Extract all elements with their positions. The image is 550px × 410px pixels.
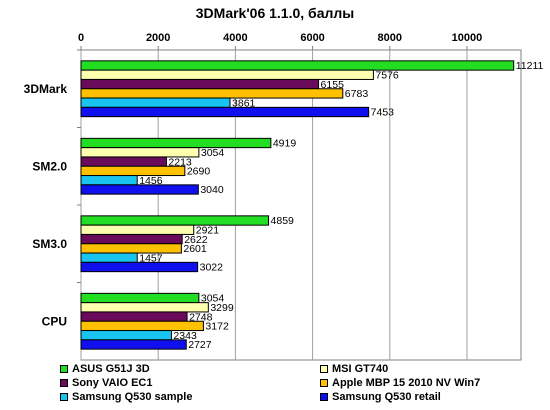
legend-swatch	[320, 379, 328, 387]
data-label: 4919	[273, 138, 297, 150]
legend-label: ASUS G51J 3D	[72, 363, 150, 375]
legend-label: Apple MBP 15 2010 NV Win7	[332, 377, 481, 389]
data-label: 2748	[189, 311, 213, 323]
data-label: 2601	[183, 243, 207, 255]
legend-label: Samsung Q530 retail	[332, 391, 441, 403]
data-label: 2343	[173, 330, 197, 342]
x-tick-label: 10000	[452, 32, 483, 44]
bar	[80, 233, 183, 245]
legend-item: MSI GT740	[320, 363, 388, 375]
bar	[80, 243, 182, 254]
legend-item: Sony VAIO EC1	[60, 377, 152, 389]
category-label: 3DMark	[24, 82, 68, 96]
data-label: 3172	[205, 321, 229, 333]
bar	[80, 165, 186, 177]
legend-swatch	[60, 379, 68, 387]
data-label: 6783	[345, 88, 369, 100]
data-label: 3040	[200, 184, 224, 196]
bar	[80, 261, 199, 273]
data-label: 3022	[200, 262, 224, 274]
legend-label: Samsung Q530 sample	[72, 391, 193, 403]
bar	[80, 311, 188, 322]
data-label: 3054	[201, 293, 225, 305]
bar	[80, 252, 138, 263]
bar	[80, 137, 272, 149]
bar	[80, 97, 231, 108]
data-label: 7453	[371, 107, 395, 119]
legend-swatch	[60, 393, 68, 401]
bar	[80, 88, 344, 99]
x-tick-label: 6000	[300, 32, 324, 44]
legend-item: Samsung Q530 retail	[320, 391, 441, 403]
x-tick-label: 0	[78, 32, 84, 44]
data-label: 1456	[139, 175, 163, 187]
data-label: 6155	[321, 79, 345, 91]
x-tick-label: 4000	[223, 32, 247, 44]
category-label: CPU	[42, 314, 67, 328]
data-label: 11211	[516, 60, 544, 72]
bar	[80, 156, 167, 167]
data-label: 7576	[375, 69, 399, 81]
legend-label: MSI GT740	[332, 363, 389, 375]
legend-item: ASUS G51J 3D	[60, 363, 150, 375]
bar	[80, 330, 172, 341]
bar	[80, 78, 320, 90]
data-label: 3054	[201, 147, 225, 159]
legend: ASUS G51J 3D MSI GT740 Sony VAIO EC1 Apple …	[60, 363, 530, 407]
bar	[80, 175, 138, 186]
data-label: 2727	[188, 339, 212, 351]
category-label: SM3.0	[32, 237, 67, 251]
legend-item: Samsung Q530 sample	[60, 391, 192, 403]
bar	[80, 292, 200, 304]
category-label: SM2.0	[32, 159, 67, 173]
data-label: 2213	[168, 156, 192, 168]
legend-item: Apple MBP 15 2010 NV Win7	[320, 377, 480, 389]
bar	[80, 215, 270, 226]
bar	[80, 224, 195, 235]
bar	[80, 60, 515, 71]
data-label: 1457	[139, 252, 163, 264]
bar	[80, 339, 187, 350]
legend-label: Sony VAIO EC1	[72, 377, 153, 389]
data-label: 4859	[271, 215, 295, 227]
chart-title: 3DMark'06 1.1.0, баллы	[195, 5, 355, 21]
legend-swatch	[320, 393, 328, 401]
data-label: 2622	[184, 234, 208, 246]
bar	[80, 106, 370, 118]
x-tick-label: 8000	[378, 32, 402, 44]
data-label: 2921	[196, 224, 220, 236]
legend-swatch	[60, 365, 68, 373]
data-label: 3299	[210, 302, 234, 314]
legend-swatch	[320, 365, 328, 373]
bar	[80, 184, 199, 195]
data-label: 3861	[232, 97, 256, 109]
data-label: 2690	[187, 166, 211, 178]
x-tick-label: 2000	[146, 32, 170, 44]
